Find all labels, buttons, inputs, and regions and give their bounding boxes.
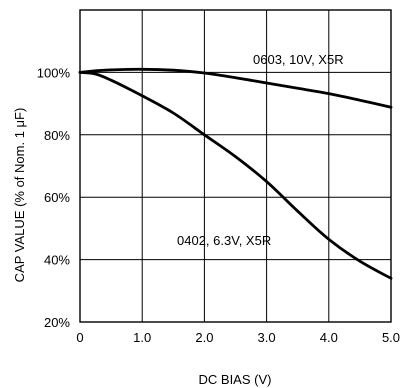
x-tick-label: 1.0 (133, 330, 151, 345)
series-line-0 (78, 67, 393, 109)
x-tick-labels: 0 1.0 2.0 3.0 4.0 5.0 (76, 330, 400, 345)
series-line-1 (78, 71, 393, 280)
x-tick-label: 2.0 (195, 330, 213, 345)
x-tick-label: 0 (76, 330, 83, 345)
y-tick-label: 60% (44, 190, 70, 205)
x-tick-label: 4.0 (320, 330, 338, 345)
y-tick-label: 20% (44, 315, 70, 330)
grid-lines (80, 10, 391, 322)
series-label-0402: 0402, 6.3V, X5R (177, 233, 271, 248)
series-curves (78, 67, 393, 280)
y-tick-label: 80% (44, 128, 70, 143)
x-tick-label: 3.0 (258, 330, 276, 345)
x-tick-label: 5.0 (382, 330, 400, 345)
x-axis-label: DC BIAS (V) (199, 372, 272, 387)
y-tick-label: 40% (44, 253, 70, 268)
y-axis-label: CAP VALUE (% of Nom. 1 μF) (12, 108, 27, 283)
plot-frame (79, 9, 392, 323)
y-tick-labels: 20% 40% 60% 80% 100% (37, 65, 71, 330)
y-tick-label: 100% (37, 65, 71, 80)
series-label-0603: 0603, 10V, X5R (253, 52, 344, 67)
